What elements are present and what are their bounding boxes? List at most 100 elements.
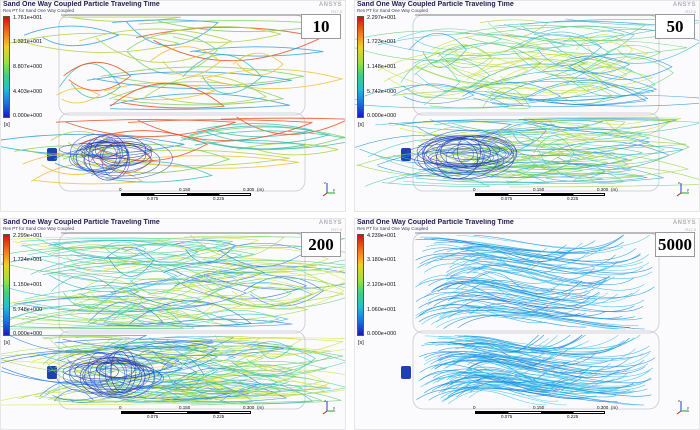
legend-tick: 2.299e+001	[13, 233, 43, 239]
particle-track-plot	[1, 14, 345, 192]
legend-tick: 1.723e+001	[367, 39, 397, 45]
legend-tick: 3.180e+001	[367, 257, 397, 263]
simulation-panel: Sand One Way Coupled Particle Traveling …	[354, 218, 700, 430]
svg-text:z: z	[678, 181, 680, 185]
scale-label: 0.075	[147, 414, 159, 419]
svg-text:y: y	[687, 187, 689, 192]
scale-label: 0.225	[567, 196, 579, 201]
scale-label: 0.075	[147, 196, 159, 201]
svg-text:z: z	[678, 399, 680, 403]
ansys-version: R17.0	[685, 227, 696, 232]
color-legend-bar	[357, 234, 364, 336]
ansys-version: R17.0	[331, 9, 342, 14]
ansys-logo: ANSYS	[672, 220, 696, 226]
scale-label: 0	[119, 405, 122, 410]
scale-label: 0.300	[597, 187, 609, 192]
simulation-panel: Sand One Way Coupled Particle Traveling …	[354, 0, 700, 212]
scale-label: 0.150	[533, 187, 545, 192]
color-legend-bar	[3, 16, 10, 118]
scale-label: 0.300	[243, 405, 255, 410]
scale-label: 0.300	[597, 405, 609, 410]
legend-unit: [s]	[358, 340, 364, 346]
legend-tick: 2.120e+001	[367, 282, 397, 288]
legend-tick: 4.239e+001	[367, 233, 397, 239]
scale-label: 0.075	[501, 196, 513, 201]
panel-subtitle: Res PT for Sand One Way Coupled	[357, 226, 429, 231]
scale-unit: (m)	[257, 405, 264, 410]
svg-text:y: y	[333, 405, 335, 410]
panel-title: Sand One Way Coupled Particle Traveling …	[3, 1, 160, 8]
legend-tick: 0.000e+000	[367, 331, 397, 337]
ansys-logo: ANSYS	[318, 2, 342, 8]
legend-tick: 1.148e+001	[367, 64, 397, 70]
panel-title: Sand One Way Coupled Particle Traveling …	[357, 219, 514, 226]
legend-unit: [s]	[358, 122, 364, 128]
legend-tick: 4.403e+000	[13, 89, 43, 95]
particle-track-plot	[1, 232, 345, 410]
scale-bar-graphic	[475, 193, 605, 196]
legend-tick: 0.000e+000	[13, 331, 43, 337]
legend-tick: 2.297e+001	[367, 15, 397, 21]
scale-label: 0.075	[501, 414, 513, 419]
legend-tick: 0.000e+000	[13, 113, 43, 119]
scale-bar-graphic	[121, 193, 251, 196]
case-badge: 200	[301, 232, 341, 257]
panel-subtitle: Res PT for Sand One Way Coupled	[357, 8, 429, 13]
color-legend-bar	[3, 234, 10, 336]
simulation-panel: Sand One Way Coupled Particle Traveling …	[0, 218, 346, 430]
svg-text:y: y	[687, 405, 689, 410]
scale-label: 0.225	[213, 196, 225, 201]
ansys-logo: ANSYS	[318, 220, 342, 226]
scale-label: 0.150	[179, 405, 191, 410]
particle-track-plot	[355, 14, 699, 192]
simulation-panel: Sand One Way Coupled Particle Traveling …	[0, 0, 346, 212]
particle-track-plot	[401, 232, 695, 410]
scale-label: 0.150	[179, 187, 191, 192]
axis-triad-icon: z y	[322, 181, 335, 197]
svg-text:z: z	[324, 181, 326, 185]
case-badge: 5000	[655, 232, 695, 257]
scale-bar: 0 0.150 0.300 (m) 0.075 0.225	[473, 187, 618, 201]
legend-tick: 1.060e+001	[367, 307, 397, 313]
scale-label: 0	[473, 187, 476, 192]
axis-triad-icon: z y	[322, 399, 335, 415]
scale-label: 0	[119, 187, 122, 192]
axis-triad-icon: z y	[676, 181, 689, 197]
legend-unit: [s]	[4, 122, 10, 128]
scale-label: 0.225	[213, 414, 225, 419]
scale-unit: (m)	[611, 405, 618, 410]
legend-tick: 1.761e+001	[13, 15, 43, 21]
legend-tick: 5.748e+000	[13, 307, 43, 313]
legend-tick: 0.000e+000	[367, 113, 397, 119]
axis-triad-icon: z y	[676, 399, 689, 415]
scale-label: 0.225	[567, 414, 579, 419]
legend-tick: 5.742e+000	[367, 89, 397, 95]
ansys-version: R17.0	[331, 227, 342, 232]
svg-text:y: y	[333, 187, 335, 192]
scale-bar: 0 0.150 0.300 (m) 0.075 0.225	[119, 405, 264, 419]
legend-unit: [s]	[4, 340, 10, 346]
ansys-version: R17.0	[685, 9, 696, 14]
scale-label: 0.150	[533, 405, 545, 410]
ansys-logo: ANSYS	[672, 2, 696, 8]
case-badge: 50	[655, 14, 695, 39]
scale-unit: (m)	[257, 187, 264, 192]
case-badge: 10	[301, 14, 341, 39]
legend-tick: 1.321e+001	[13, 39, 43, 45]
scale-label: 0.300	[243, 187, 255, 192]
legend-tick: 1.150e+001	[13, 282, 43, 288]
scale-bar-graphic	[121, 411, 251, 414]
scale-bar: 0 0.150 0.300 (m) 0.075 0.225	[473, 405, 618, 419]
panel-title: Sand One Way Coupled Particle Traveling …	[3, 219, 160, 226]
legend-tick: 8.807e+000	[13, 64, 43, 70]
scale-unit: (m)	[611, 187, 618, 192]
svg-text:z: z	[324, 399, 326, 403]
panel-subtitle: Res PT for Sand One Way Coupled	[3, 8, 75, 13]
panel-title: Sand One Way Coupled Particle Traveling …	[357, 1, 514, 8]
scale-label: 0	[473, 405, 476, 410]
color-legend-bar	[357, 16, 364, 118]
panel-subtitle: Res PT for Sand One Way Coupled	[3, 226, 75, 231]
scale-bar-graphic	[475, 411, 605, 414]
scale-bar: 0 0.150 0.300 (m) 0.075 0.225	[119, 187, 264, 201]
